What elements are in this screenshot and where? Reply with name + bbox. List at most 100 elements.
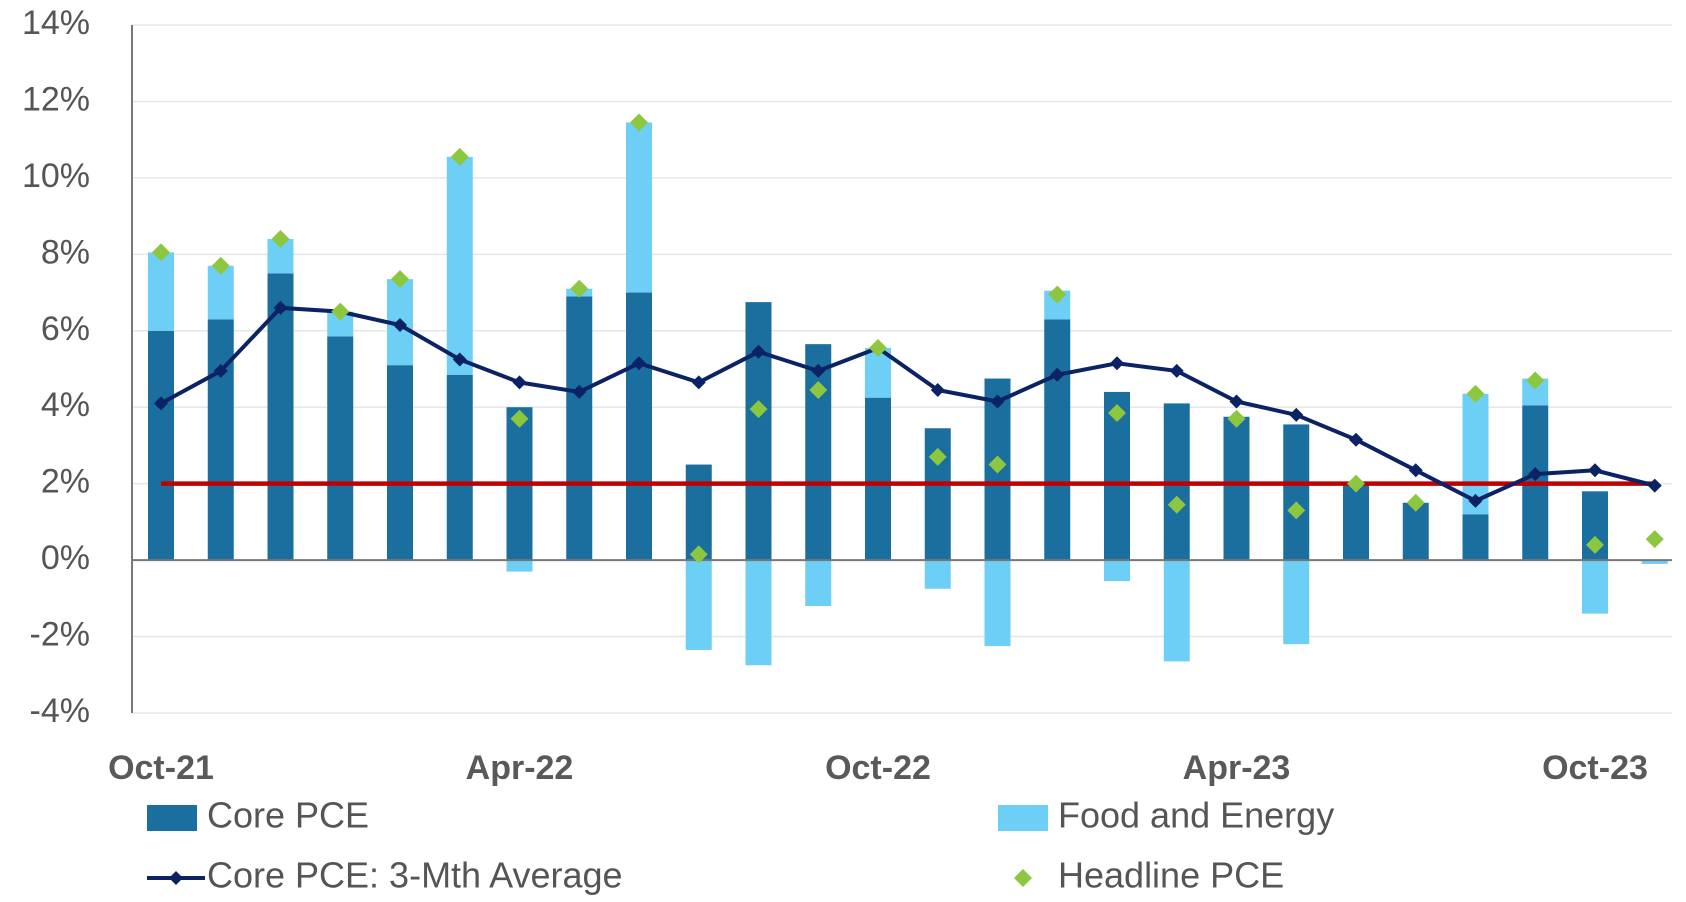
point (1227, 409, 1246, 428)
y-tick-label: 6% (41, 310, 90, 348)
point (630, 113, 648, 132)
bar (148, 252, 174, 331)
legend-swatch (998, 805, 1048, 831)
bar (327, 336, 354, 561)
point (510, 409, 529, 428)
line-marker (1468, 493, 1483, 508)
line-marker (273, 300, 288, 315)
point (1108, 403, 1126, 422)
point (809, 381, 828, 400)
bar (805, 560, 832, 606)
x-tick-label: Apr-23 (1183, 749, 1291, 787)
line-marker (1169, 363, 1184, 378)
bar (865, 397, 891, 561)
line-marker (751, 344, 766, 359)
line-marker (1588, 463, 1602, 478)
bar (148, 330, 174, 561)
bar (1104, 560, 1130, 582)
bar (924, 560, 951, 589)
bar (207, 319, 234, 561)
line-marker (1289, 407, 1304, 422)
point (928, 447, 947, 466)
y-tick-label: 12% (22, 80, 90, 118)
line-marker (452, 352, 467, 367)
x-tick-label: Apr-22 (466, 749, 574, 787)
bar (1283, 424, 1310, 561)
legend-label: Food and Energy (1058, 795, 1334, 836)
bar (446, 374, 473, 561)
line-marker (1647, 478, 1662, 493)
point (1466, 384, 1485, 403)
point (1526, 371, 1545, 390)
line-marker (512, 375, 527, 390)
point (570, 279, 589, 298)
y-tick-label: 2% (41, 463, 90, 501)
legend-swatch (169, 871, 183, 885)
point (152, 243, 170, 262)
bar (626, 292, 652, 561)
bar (745, 302, 772, 561)
line-marker (811, 363, 826, 378)
legend-swatch (147, 805, 197, 831)
line-marker (691, 375, 706, 390)
point (1167, 495, 1186, 514)
bar (566, 296, 593, 561)
line-marker (1110, 356, 1124, 371)
point (1287, 501, 1306, 520)
bar (1283, 560, 1310, 645)
line-marker (930, 383, 945, 398)
point (988, 455, 1007, 474)
y-tick-label: -2% (30, 616, 90, 654)
bar (506, 560, 533, 572)
y-tick-label: 4% (41, 386, 90, 424)
point (1645, 530, 1664, 549)
point (211, 256, 230, 275)
bar (267, 273, 294, 561)
line-marker (154, 396, 168, 411)
legend-label: Core PCE: 3-Mth Average (207, 855, 623, 896)
bar (1641, 560, 1668, 564)
point (689, 545, 708, 564)
line-marker (393, 318, 407, 333)
point (391, 270, 409, 289)
line-marker (632, 356, 646, 371)
bar (1462, 514, 1489, 561)
point (450, 147, 469, 166)
bar (1343, 483, 1369, 561)
point (1406, 493, 1425, 512)
bar (1223, 416, 1250, 561)
line-marker (1050, 367, 1065, 382)
bar (745, 560, 772, 666)
point (749, 400, 768, 419)
y-tick-label: 0% (41, 539, 90, 577)
line-marker (213, 363, 228, 378)
line-marker (1349, 432, 1363, 447)
line-marker (1528, 467, 1543, 482)
y-tick-label: 8% (41, 233, 90, 271)
x-tick-label: Oct-22 (825, 749, 931, 787)
point (331, 302, 350, 321)
bar (805, 344, 832, 561)
line-marker (990, 394, 1005, 409)
bar (446, 156, 473, 375)
line-marker (1229, 394, 1244, 409)
bar (685, 464, 712, 561)
legend-label: Headline PCE (1058, 855, 1284, 896)
bar (1582, 560, 1608, 614)
bar (1163, 560, 1190, 662)
bar (626, 122, 652, 293)
legend-swatch (1014, 869, 1032, 887)
point (271, 230, 290, 249)
y-tick-label: -4% (30, 692, 90, 730)
bar (685, 560, 712, 650)
y-tick-label: 14% (22, 4, 90, 42)
x-tick-label: Oct-21 (108, 749, 214, 787)
point (1347, 474, 1365, 493)
bar (1044, 319, 1071, 561)
point (1586, 535, 1604, 554)
point (1048, 285, 1067, 304)
bar (1402, 502, 1429, 561)
legend-label: Core PCE (207, 795, 369, 836)
bar (984, 560, 1011, 647)
